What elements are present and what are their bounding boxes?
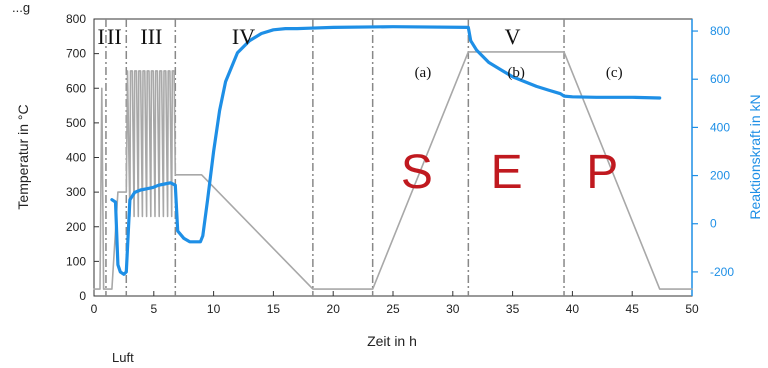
x-tick-label: 15: [267, 302, 281, 316]
y-tick-label: 600: [66, 81, 86, 95]
segment-letter-label: E: [491, 146, 523, 199]
y-axis-right-label: Reaktionskraft in kN: [747, 94, 763, 219]
y-right-tick-label: 600: [710, 72, 730, 86]
y-axis-label: Temperatur in °C: [15, 104, 31, 209]
segment-letter-label: S: [401, 146, 433, 199]
x-tick-label: 0: [91, 302, 98, 316]
y-right-tick-label: -200: [710, 265, 734, 279]
x-tick-label: 20: [327, 302, 341, 316]
cropped-footer-caption: Luft: [112, 350, 134, 363]
x-tick-label: 30: [446, 302, 460, 316]
y-tick-label: 700: [66, 47, 86, 61]
y-tick-label: 800: [66, 12, 86, 26]
x-axis-label: Zeit in h: [367, 333, 417, 349]
segment-letter-label: P: [586, 146, 618, 199]
phase-label: II: [107, 24, 122, 49]
y-tick-label: 200: [66, 220, 86, 234]
y-right-tick-label: 800: [710, 24, 730, 38]
phase-label: IV: [232, 24, 255, 49]
cropped-header-caption: ...g: [12, 0, 30, 15]
series-line-temperature: [93, 51, 693, 290]
x-tick-label: 45: [626, 302, 640, 316]
x-tick-label: 10: [207, 302, 221, 316]
subphase-label: (c): [606, 65, 623, 81]
y-tick-label: 300: [66, 185, 86, 199]
x-tick-label: 50: [685, 302, 699, 316]
y-right-tick-label: 0: [710, 217, 717, 231]
y-tick-label: 0: [79, 289, 86, 303]
x-tick-label: 35: [506, 302, 520, 316]
phase-label: III: [140, 24, 162, 49]
y-tick-label: 100: [66, 254, 86, 268]
series-line-force: [110, 25, 662, 276]
y-right-tick-label: 200: [710, 169, 730, 183]
y-right-tick-label: 400: [710, 120, 730, 134]
subphase-label: (b): [507, 65, 525, 81]
phase-label: V: [505, 24, 521, 49]
phase-label: I: [98, 24, 105, 49]
x-tick-label: 25: [386, 302, 400, 316]
y-tick-label: 400: [66, 151, 86, 165]
x-tick-label: 40: [566, 302, 580, 316]
subphase-label: (a): [415, 65, 432, 81]
y-tick-label: 500: [66, 116, 86, 130]
x-tick-label: 5: [150, 302, 157, 316]
